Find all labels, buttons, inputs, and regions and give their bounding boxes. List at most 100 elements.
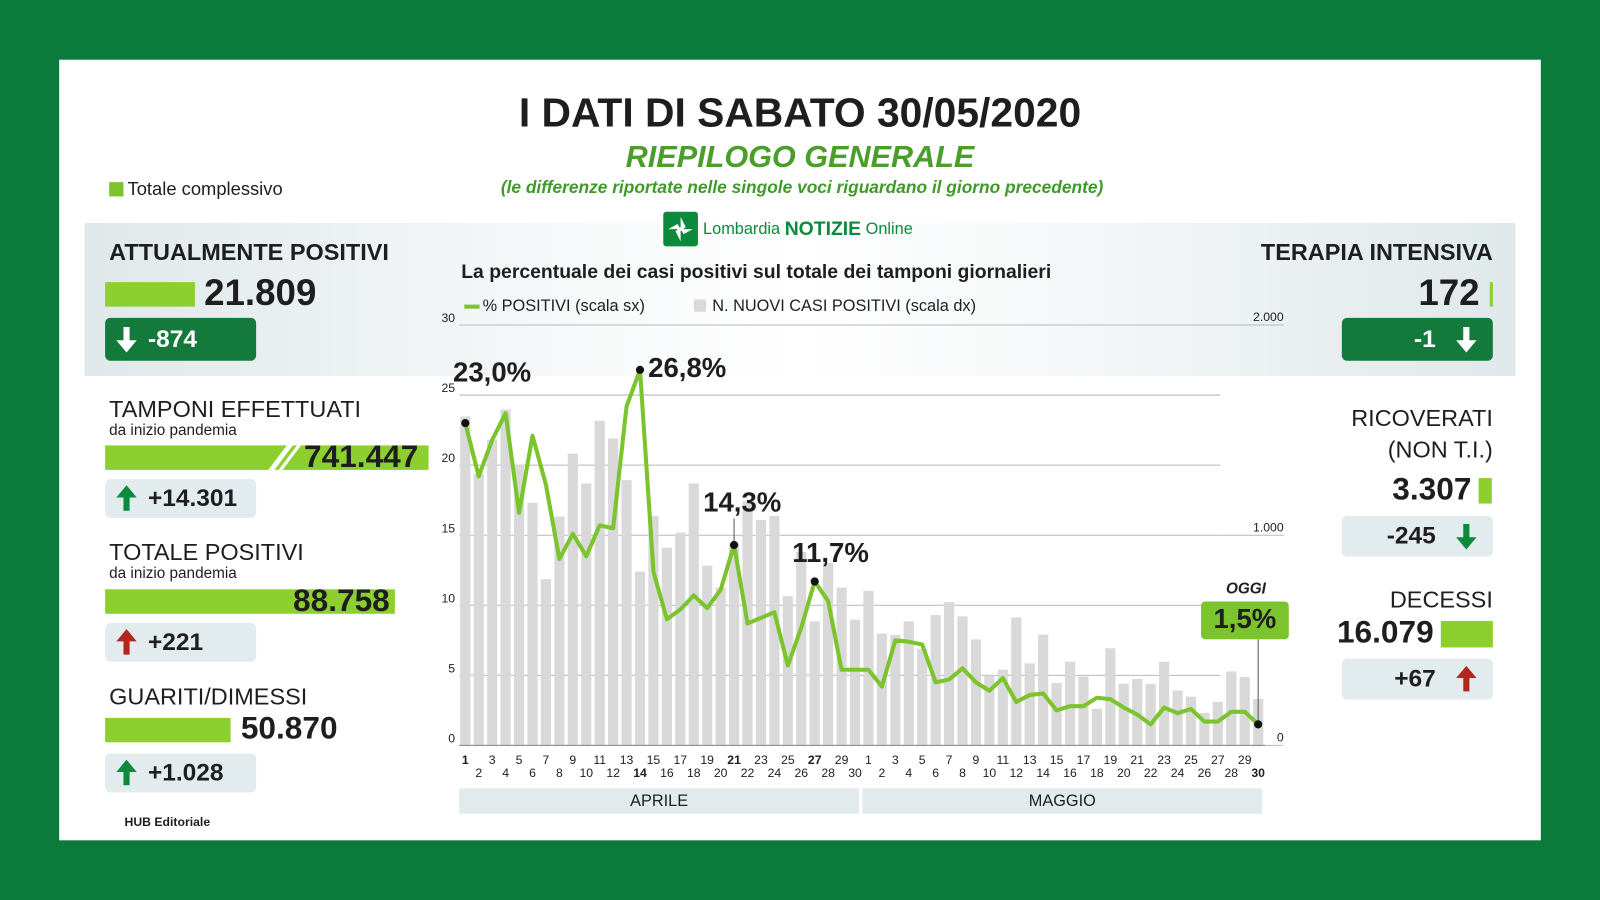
- x-tick-label: 13: [1023, 753, 1037, 767]
- x-tick-label: 16: [660, 766, 674, 780]
- bar: [594, 420, 605, 746]
- bar: [567, 453, 578, 746]
- trend-arrow: [1456, 665, 1477, 692]
- change-value: -245: [1387, 523, 1436, 550]
- x-tick-label: 28: [821, 766, 835, 780]
- bar: [1158, 661, 1170, 746]
- x-tick-label: 6: [529, 766, 536, 780]
- x-tick-label: 27: [808, 753, 822, 767]
- bar: [460, 416, 471, 746]
- stat-bar: [105, 282, 195, 307]
- x-tick-label: 1: [865, 753, 872, 767]
- x-tick-label: 12: [606, 766, 620, 780]
- bar: [943, 602, 955, 746]
- today-box: [1201, 601, 1289, 640]
- stat-label: (NON T.I.): [1388, 437, 1493, 463]
- x-tick-label: 9: [973, 753, 980, 767]
- x-tick-label: 22: [741, 766, 755, 780]
- bar: [581, 483, 592, 746]
- value-label: 1,5%: [1213, 603, 1276, 634]
- x-tick-label: 25: [781, 753, 795, 767]
- x-tick-label: 15: [647, 753, 661, 767]
- bar: [1091, 708, 1103, 746]
- trend-arrow: [116, 629, 137, 655]
- bar: [540, 579, 552, 746]
- brand-3: Online: [866, 220, 913, 238]
- legend-swatch: [693, 299, 707, 312]
- bar: [1172, 690, 1183, 746]
- x-tick-label: 21: [727, 753, 741, 767]
- stat-value: 21.809: [204, 272, 316, 313]
- change-value: -1: [1414, 326, 1436, 353]
- bar: [608, 438, 619, 746]
- value-label: 14,3%: [703, 486, 781, 517]
- change-value: -874: [148, 326, 197, 353]
- bar: [688, 483, 699, 746]
- x-tick-label: 17: [1077, 753, 1091, 767]
- point: [635, 365, 645, 374]
- bar: [823, 562, 834, 746]
- bar: [1038, 634, 1049, 746]
- point: [461, 419, 470, 428]
- y-tick-label: 25: [441, 381, 455, 395]
- change-value: +1.028: [148, 759, 224, 786]
- y-tick-label: 30: [441, 311, 455, 325]
- x-tick-label: 29: [1238, 753, 1252, 767]
- x-tick-label: 11: [996, 753, 1009, 767]
- stat-value: 741.447: [304, 438, 418, 474]
- bar: [728, 543, 740, 746]
- stat-label: GUARITI/DIMESSI: [109, 684, 307, 710]
- bar: [527, 502, 538, 746]
- stat-value: 172: [1418, 272, 1479, 313]
- bar: [634, 571, 646, 746]
- legend-swatch: [109, 182, 124, 197]
- bar: [554, 516, 565, 746]
- bar: [513, 464, 525, 746]
- legend-label: % POSITIVI (scala sx): [483, 297, 645, 315]
- x-tick-label: 7: [946, 753, 953, 767]
- stat-bar: [1478, 478, 1492, 504]
- stat-bar: [105, 717, 231, 743]
- bar: [675, 532, 686, 746]
- stat-value: 88.758: [293, 582, 390, 618]
- stat-bar: [105, 445, 429, 470]
- bar: [487, 439, 498, 746]
- x-tick-label: 3: [892, 753, 899, 767]
- bar: [1132, 678, 1143, 746]
- trend-arrow: [1456, 523, 1477, 550]
- month-band: [459, 788, 860, 814]
- bar: [1011, 617, 1022, 746]
- bar: [500, 409, 511, 746]
- footer: HUB Editoriale: [124, 815, 210, 829]
- x-tick-label: 24: [768, 766, 782, 780]
- x-tick-label: 19: [700, 753, 714, 767]
- bar: [997, 669, 1008, 746]
- stat-bar: [1489, 282, 1493, 307]
- bar: [984, 675, 995, 746]
- month-label: APRILE: [630, 792, 688, 810]
- x-tick-label: 28: [1224, 766, 1238, 780]
- x-tick-label: 25: [1184, 753, 1198, 767]
- stat-sublabel: da inizio pandemia: [109, 422, 237, 439]
- trend-arrow: [1456, 327, 1477, 353]
- x-tick-label: 17: [674, 753, 688, 767]
- x-tick-label: 8: [959, 766, 966, 780]
- x-tick-label: 30: [848, 766, 862, 780]
- bar: [809, 621, 820, 746]
- title: I DATI DI SABATO 30/05/2020: [519, 90, 1081, 136]
- bar: [648, 516, 659, 746]
- month-band: [862, 788, 1263, 814]
- note: (le differenze riportate nelle singole v…: [501, 177, 1104, 197]
- bar: [1199, 713, 1210, 746]
- stat-value: 3.307: [1392, 471, 1471, 507]
- stat-bar: [1440, 620, 1493, 648]
- change-box: [105, 622, 257, 662]
- y-tick-label: 20: [441, 451, 455, 465]
- change-box: [1341, 317, 1493, 361]
- y2-tick-label: 2.000: [1253, 310, 1284, 324]
- x-tick-label: 16: [1063, 766, 1077, 780]
- point: [810, 577, 819, 586]
- legend-text: Totale complessivo: [128, 178, 283, 199]
